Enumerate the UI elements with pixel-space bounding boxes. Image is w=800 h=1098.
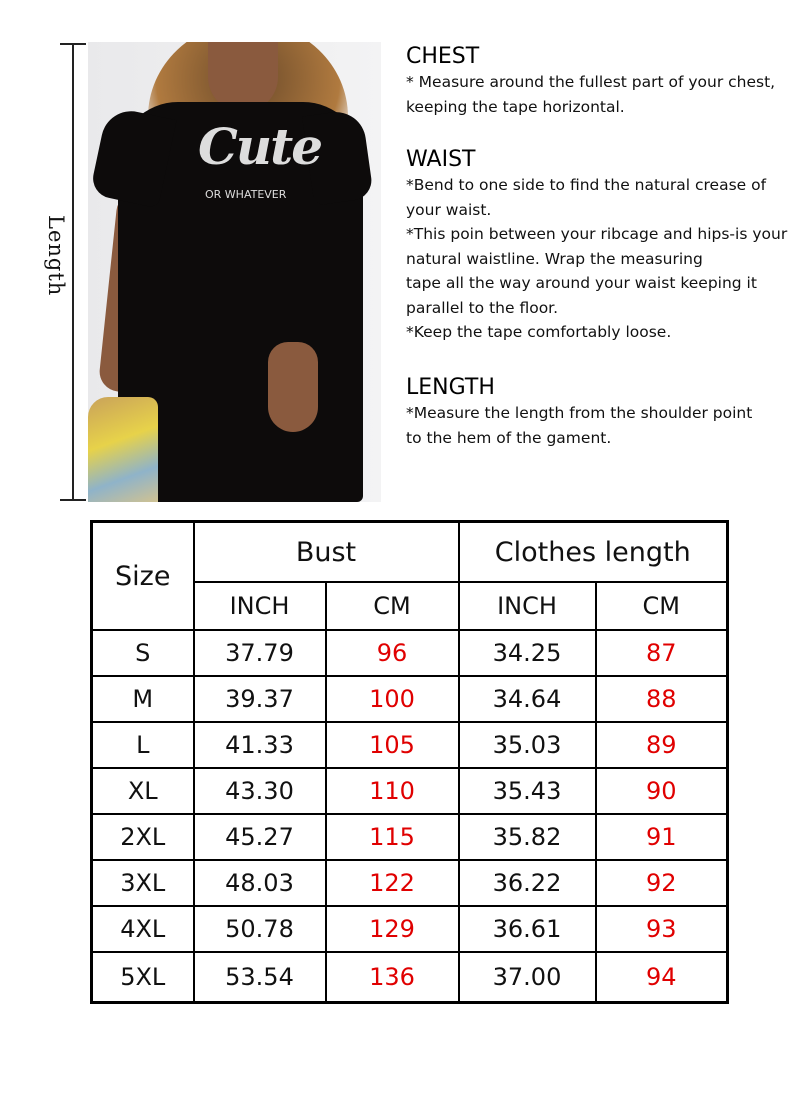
- table-unit-row: INCH CM INCH CM: [92, 581, 729, 631]
- bust-cm-cell: 129: [324, 905, 460, 953]
- chest-heading: CHEST: [406, 44, 480, 69]
- size-cell: 4XL: [90, 905, 195, 953]
- length-cm-cell: 92: [594, 859, 729, 907]
- waist-section: WAIST *Bend to one side to find the natu…: [406, 147, 787, 345]
- size-cell: 2XL: [90, 813, 195, 861]
- hand: [268, 342, 318, 432]
- size-cell: XL: [90, 767, 195, 815]
- table-row: M 39.37 100 34.64 88: [90, 675, 729, 723]
- size-cell: L: [90, 721, 195, 769]
- length-inch-cell: 35.43: [457, 767, 597, 815]
- waist-line: natural waistline. Wrap the measuring: [406, 249, 703, 268]
- bust-inch-cell: 37.79: [192, 629, 327, 677]
- ruler-bottom-tick: [60, 499, 86, 501]
- length-line: *Measure the length from the shoulder po…: [406, 404, 753, 422]
- neck: [208, 42, 278, 112]
- chest-line: keeping the tape horizontal.: [406, 97, 625, 116]
- print-main: Cute: [198, 117, 323, 176]
- chest-line: * Measure around the fullest part of you…: [406, 73, 776, 91]
- length-cm-cell: 88: [594, 675, 729, 723]
- bust-inch-cell: 45.27: [192, 813, 327, 861]
- length-cm-cell: 87: [594, 629, 729, 677]
- length-cm-cell: 91: [594, 813, 729, 861]
- table-row: 2XL 45.27 115 35.82 91: [90, 813, 729, 861]
- size-cell: M: [90, 675, 195, 723]
- waist-line: *This poin between your ribcage and hips…: [406, 225, 788, 243]
- length-inch-cell: 34.64: [457, 675, 597, 723]
- length-inch-cell: 35.03: [457, 721, 597, 769]
- model-photo: Cute OR WHATEVER: [88, 42, 381, 502]
- length-inch-cell: 37.00: [457, 951, 597, 1004]
- length-label: Length: [44, 215, 68, 297]
- bust-inch-cell: 39.37: [192, 675, 327, 723]
- size-cell: S: [90, 629, 195, 677]
- bust-inch-cell: 43.30: [192, 767, 327, 815]
- size-cell: 3XL: [90, 859, 195, 907]
- length-section: LENGTH *Measure the length from the shou…: [406, 375, 752, 450]
- size-cell: 5XL: [90, 951, 195, 1004]
- waist-line: your waist.: [406, 200, 492, 219]
- length-heading: LENGTH: [406, 375, 495, 400]
- waist-line: tape all the way around your waist keepi…: [406, 274, 757, 292]
- length-inch-cell: 35.82: [457, 813, 597, 861]
- bust-cm-cell: 96: [324, 629, 460, 677]
- length-inch-cell: 36.61: [457, 905, 597, 953]
- clothes-length-header: Clothes length: [457, 520, 729, 583]
- length-inch-cell: 36.22: [457, 859, 597, 907]
- bust-cm-cell: 122: [324, 859, 460, 907]
- print-sub: OR WHATEVER: [205, 188, 287, 201]
- length-cm-cell: 94: [594, 951, 729, 1004]
- bust-cm-cell: 100: [324, 675, 460, 723]
- bust-inch-cell: 41.33: [192, 721, 327, 769]
- bust-inch-cell: 53.54: [192, 951, 327, 1004]
- length-cm-cell: 89: [594, 721, 729, 769]
- table-row: L 41.33 105 35.03 89: [90, 721, 729, 769]
- chest-section: CHEST * Measure around the fullest part …: [406, 44, 775, 119]
- length-line: to the hem of the gament.: [406, 428, 612, 447]
- bust-cm-cell: 105: [324, 721, 460, 769]
- bust-inch-cell: 50.78: [192, 905, 327, 953]
- table-row: S 37.79 96 34.25 87: [90, 629, 729, 677]
- table-header-row: Size Bust Clothes length: [90, 520, 729, 631]
- waist-heading: WAIST: [406, 147, 476, 172]
- length-inch-cell: 34.25: [457, 629, 597, 677]
- waist-line: parallel to the floor.: [406, 298, 559, 317]
- unit-header: CM: [324, 581, 460, 631]
- bust-cm-cell: 136: [324, 951, 460, 1004]
- waist-line: *Keep the tape comfortably loose.: [406, 323, 672, 341]
- handbag: [88, 397, 158, 502]
- table-row: 5XL 53.54 136 37.00 94: [90, 951, 729, 1004]
- bust-cm-cell: 110: [324, 767, 460, 815]
- ruler-top-tick: [60, 43, 86, 45]
- table-row: 3XL 48.03 122 36.22 92: [90, 859, 729, 907]
- bust-header: Bust: [192, 520, 460, 583]
- unit-header: CM: [594, 581, 729, 631]
- size-table: Size Bust Clothes length INCH CM INCH CM…: [90, 520, 729, 1004]
- table-row: XL 43.30 110 35.43 90: [90, 767, 729, 815]
- unit-header: INCH: [192, 581, 327, 631]
- ruler-line: [72, 44, 74, 500]
- unit-header: INCH: [457, 581, 597, 631]
- length-cm-cell: 93: [594, 905, 729, 953]
- bust-inch-cell: 48.03: [192, 859, 327, 907]
- length-cm-cell: 90: [594, 767, 729, 815]
- size-header: Size: [90, 520, 195, 631]
- bust-cm-cell: 115: [324, 813, 460, 861]
- waist-line: *Bend to one side to find the natural cr…: [406, 176, 767, 194]
- table-row: 4XL 50.78 129 36.61 93: [90, 905, 729, 953]
